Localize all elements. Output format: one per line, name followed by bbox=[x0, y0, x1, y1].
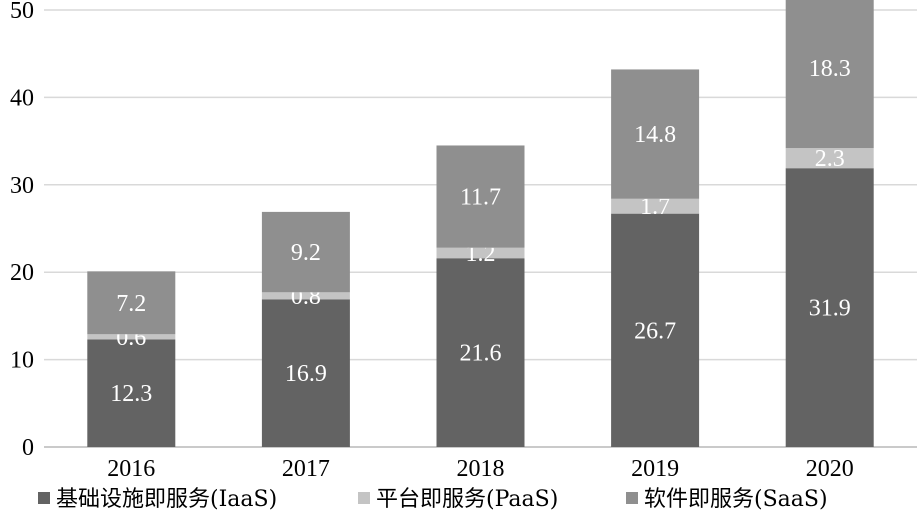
bar-segment bbox=[436, 258, 525, 447]
data-label: 11.7 bbox=[460, 185, 501, 211]
legend-swatch bbox=[358, 492, 370, 504]
data-label: 2.3 bbox=[815, 146, 845, 172]
data-label: 16.9 bbox=[285, 361, 327, 387]
legend-label: 软件即服务(SaaS) bbox=[644, 487, 828, 512]
data-label: 21.6 bbox=[460, 341, 502, 367]
y-tick-label: 20 bbox=[10, 260, 34, 286]
bar-segment bbox=[261, 299, 350, 447]
legend-swatch bbox=[38, 492, 50, 504]
y-tick-label: 10 bbox=[10, 348, 34, 374]
x-tick-label: 2017 bbox=[282, 456, 330, 482]
x-tick-label: 2019 bbox=[631, 456, 679, 482]
x-tick-label: 2018 bbox=[457, 456, 505, 482]
data-label: 18.3 bbox=[809, 56, 851, 82]
data-label: 7.2 bbox=[116, 291, 146, 317]
data-label: 9.2 bbox=[291, 240, 321, 266]
bar-segment bbox=[785, 0, 874, 149]
y-tick-label: 40 bbox=[10, 85, 34, 111]
bar-segment bbox=[87, 271, 176, 335]
legend-label: 基础设施即服务(IaaS) bbox=[56, 487, 277, 512]
legend-swatch bbox=[626, 492, 638, 504]
bar-segment bbox=[87, 339, 176, 447]
y-tick-label: 50 bbox=[10, 0, 34, 24]
bar-segment bbox=[261, 292, 350, 300]
bar-segment bbox=[785, 148, 874, 169]
bar-segment bbox=[261, 211, 350, 293]
bar-segment bbox=[785, 168, 874, 447]
bar-segment bbox=[611, 69, 700, 199]
x-tick-label: 2020 bbox=[806, 456, 854, 482]
legend-label: 平台即服务(PaaS) bbox=[376, 487, 558, 512]
data-label: 14.8 bbox=[634, 122, 676, 148]
y-tick-label: 0 bbox=[22, 435, 34, 461]
data-label: 26.7 bbox=[634, 318, 676, 344]
data-label: 12.3 bbox=[110, 381, 152, 407]
bar-segment bbox=[611, 213, 700, 447]
bar-segment bbox=[611, 198, 700, 214]
bar-segment bbox=[436, 247, 525, 259]
y-tick-label: 30 bbox=[10, 173, 34, 199]
x-tick-label: 2016 bbox=[107, 456, 155, 482]
bar-segment bbox=[436, 145, 525, 248]
data-label: 31.9 bbox=[809, 296, 851, 322]
bar-segment bbox=[87, 334, 176, 340]
